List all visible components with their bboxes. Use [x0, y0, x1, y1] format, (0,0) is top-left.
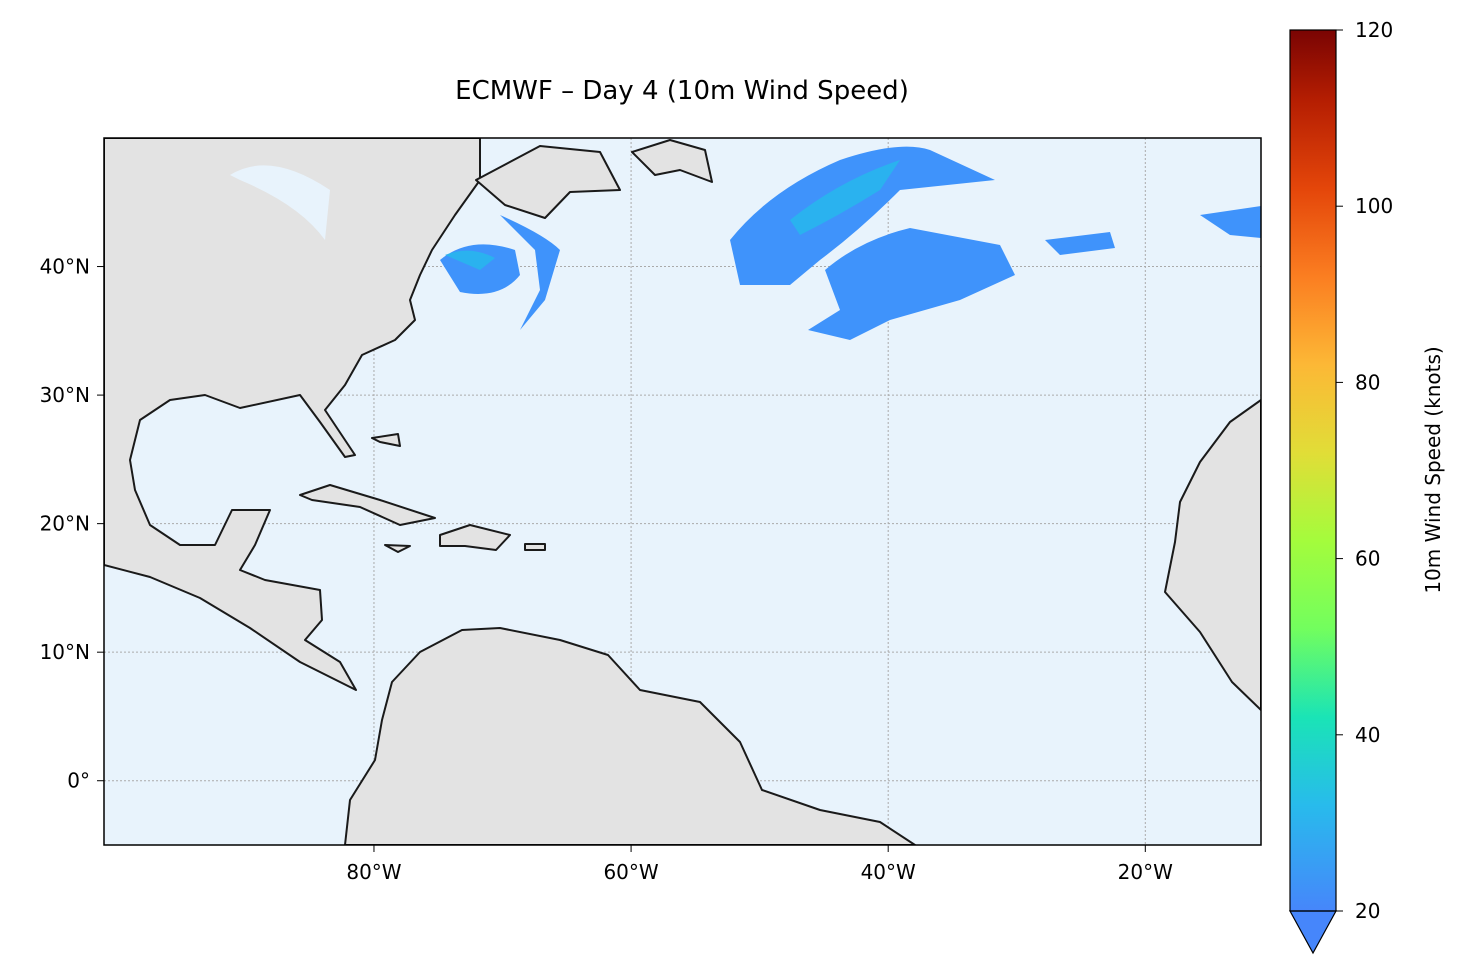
- colorbar-tick-label: 100: [1355, 194, 1393, 218]
- newfoundland: [631, 139, 713, 183]
- colorbar-label: 10m Wind Speed (knots): [1421, 346, 1445, 593]
- y-tick-label: 0°: [67, 769, 90, 793]
- florida-keys: [371, 433, 401, 447]
- colorbar-extend: [1288, 910, 1338, 955]
- wind-area: [730, 146, 995, 285]
- colorbar-tick-label: 120: [1355, 18, 1393, 42]
- x-tick-label: 40°W: [861, 860, 916, 884]
- colorbar-tick-label: 20: [1355, 899, 1380, 923]
- wind-area: [808, 228, 1015, 340]
- hispaniola: [439, 524, 511, 551]
- south-america: [344, 627, 916, 845]
- y-tick-label: 40°N: [40, 255, 90, 279]
- colorbar-tick-label: 40: [1355, 723, 1380, 747]
- colorbar-tick-label: 60: [1355, 547, 1380, 571]
- jamaica: [384, 544, 411, 553]
- wind-area: [1200, 206, 1261, 238]
- north-america: [104, 138, 481, 691]
- map-layer: [104, 138, 1261, 845]
- x-tick-label: 60°W: [603, 860, 658, 884]
- y-tick-label: 10°N: [40, 640, 90, 664]
- wind-area: [500, 215, 560, 330]
- map-frame: [103, 137, 1262, 846]
- y-tick-label: 20°N: [40, 512, 90, 536]
- colorbar-tick-label: 80: [1355, 370, 1380, 394]
- great-lakes: [230, 165, 330, 240]
- cuba: [299, 484, 436, 526]
- wind-area: [790, 160, 900, 235]
- colorbar-frame: [1289, 29, 1337, 912]
- maritimes: [475, 145, 621, 219]
- y-tick-label: 30°N: [40, 383, 90, 407]
- colorbar: [1290, 30, 1336, 911]
- x-tick-label: 80°W: [346, 860, 401, 884]
- wind-area: [1045, 232, 1115, 255]
- wind-area: [445, 250, 495, 270]
- puerto-rico: [524, 543, 546, 551]
- chart-title: ECMWF – Day 4 (10m Wind Speed): [455, 76, 909, 106]
- x-tick-label: 20°W: [1118, 860, 1173, 884]
- africa: [1164, 399, 1261, 711]
